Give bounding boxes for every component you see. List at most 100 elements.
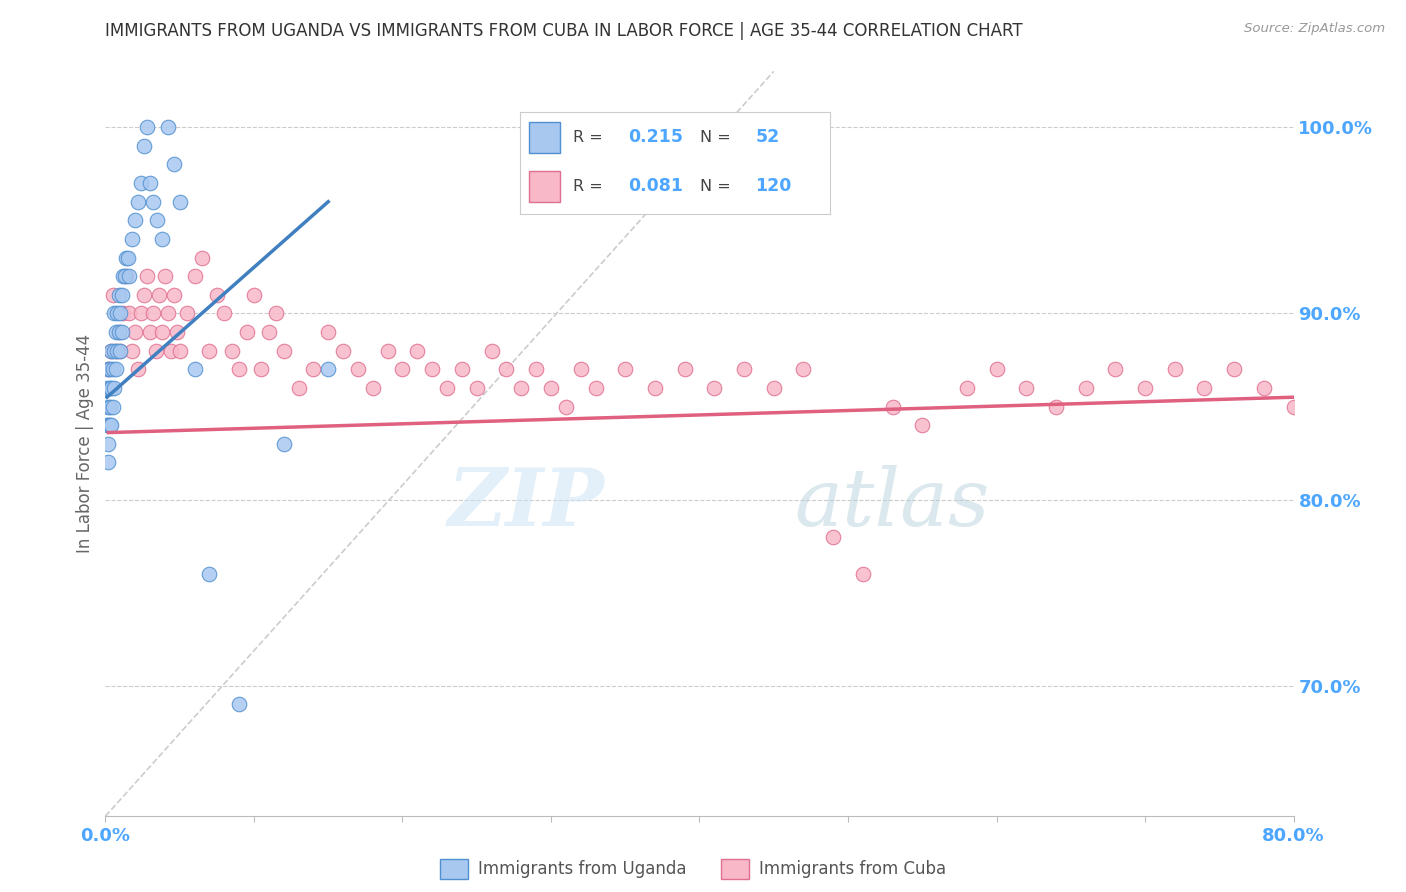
Point bbox=[156, 120, 179, 135]
Point bbox=[273, 343, 295, 358]
Point bbox=[145, 343, 167, 358]
Point bbox=[183, 362, 205, 376]
Point bbox=[1341, 400, 1364, 414]
Point bbox=[114, 269, 136, 284]
Point bbox=[243, 287, 266, 301]
Point bbox=[97, 437, 120, 451]
Point bbox=[250, 362, 273, 376]
Point bbox=[569, 362, 592, 376]
Point bbox=[986, 362, 1008, 376]
Point bbox=[127, 194, 149, 209]
Point bbox=[1253, 381, 1275, 395]
Text: Immigrants from Uganda: Immigrants from Uganda bbox=[478, 860, 686, 878]
Point bbox=[214, 306, 236, 320]
Point bbox=[98, 381, 121, 395]
Point bbox=[1282, 400, 1305, 414]
Point bbox=[97, 400, 120, 414]
Point bbox=[169, 343, 191, 358]
Y-axis label: In Labor Force | Age 35-44: In Labor Force | Age 35-44 bbox=[76, 334, 94, 553]
Point bbox=[100, 343, 122, 358]
Point bbox=[101, 400, 124, 414]
Text: R =: R = bbox=[572, 129, 603, 145]
Point bbox=[124, 213, 146, 227]
Point bbox=[97, 418, 120, 433]
Point bbox=[554, 400, 576, 414]
Text: 52: 52 bbox=[755, 128, 779, 146]
Point bbox=[481, 343, 503, 358]
Point bbox=[121, 232, 143, 246]
Point bbox=[540, 381, 562, 395]
Point bbox=[420, 362, 443, 376]
Point bbox=[108, 287, 131, 301]
FancyBboxPatch shape bbox=[530, 122, 561, 153]
Point bbox=[142, 194, 165, 209]
Point bbox=[287, 381, 309, 395]
Point bbox=[108, 325, 131, 339]
Point bbox=[150, 325, 173, 339]
Point bbox=[97, 362, 120, 376]
Point bbox=[673, 362, 696, 376]
Point bbox=[97, 362, 120, 376]
Point bbox=[1133, 381, 1156, 395]
Point bbox=[176, 306, 198, 320]
Point bbox=[101, 362, 124, 376]
Point bbox=[166, 325, 188, 339]
Text: Source: ZipAtlas.com: Source: ZipAtlas.com bbox=[1244, 22, 1385, 36]
Point bbox=[129, 306, 152, 320]
Point bbox=[347, 362, 370, 376]
Point bbox=[146, 213, 169, 227]
Point bbox=[614, 362, 637, 376]
Point bbox=[882, 400, 904, 414]
Text: 0.215: 0.215 bbox=[628, 128, 683, 146]
Point bbox=[159, 343, 181, 358]
Point bbox=[105, 306, 128, 320]
Point bbox=[111, 325, 134, 339]
Point bbox=[733, 362, 755, 376]
Point bbox=[823, 530, 845, 544]
Point bbox=[191, 251, 214, 265]
Point bbox=[302, 362, 325, 376]
Point bbox=[205, 287, 228, 301]
Point bbox=[1104, 362, 1126, 376]
Point bbox=[163, 287, 186, 301]
Point bbox=[406, 343, 429, 358]
Point bbox=[1312, 362, 1334, 376]
Point bbox=[495, 362, 517, 376]
Point bbox=[105, 343, 128, 358]
Point bbox=[96, 418, 118, 433]
Point bbox=[316, 362, 339, 376]
Point bbox=[377, 343, 399, 358]
Point bbox=[221, 343, 243, 358]
Point bbox=[524, 362, 547, 376]
Point bbox=[127, 362, 149, 376]
FancyBboxPatch shape bbox=[530, 171, 561, 202]
Point bbox=[118, 306, 141, 320]
Point bbox=[148, 287, 170, 301]
Point bbox=[117, 251, 139, 265]
Point bbox=[361, 381, 384, 395]
Point bbox=[124, 325, 146, 339]
Point bbox=[101, 287, 124, 301]
Text: N =: N = bbox=[700, 129, 730, 145]
Point bbox=[163, 157, 186, 171]
Point bbox=[1194, 381, 1216, 395]
Point bbox=[228, 362, 250, 376]
Point bbox=[792, 362, 814, 376]
Point bbox=[98, 400, 121, 414]
Point bbox=[132, 287, 155, 301]
Point bbox=[273, 437, 295, 451]
Point bbox=[136, 269, 159, 284]
Point bbox=[911, 418, 934, 433]
Point bbox=[332, 343, 354, 358]
Point bbox=[150, 232, 173, 246]
Point bbox=[104, 362, 127, 376]
Text: IMMIGRANTS FROM UGANDA VS IMMIGRANTS FROM CUBA IN LABOR FORCE | AGE 35-44 CORREL: IMMIGRANTS FROM UGANDA VS IMMIGRANTS FRO… bbox=[105, 22, 1024, 40]
Text: N =: N = bbox=[700, 179, 730, 194]
Point bbox=[391, 362, 413, 376]
Point bbox=[108, 325, 131, 339]
Point bbox=[98, 418, 121, 433]
Point bbox=[465, 381, 488, 395]
Point bbox=[103, 343, 125, 358]
Point bbox=[118, 269, 141, 284]
Point bbox=[96, 381, 118, 395]
